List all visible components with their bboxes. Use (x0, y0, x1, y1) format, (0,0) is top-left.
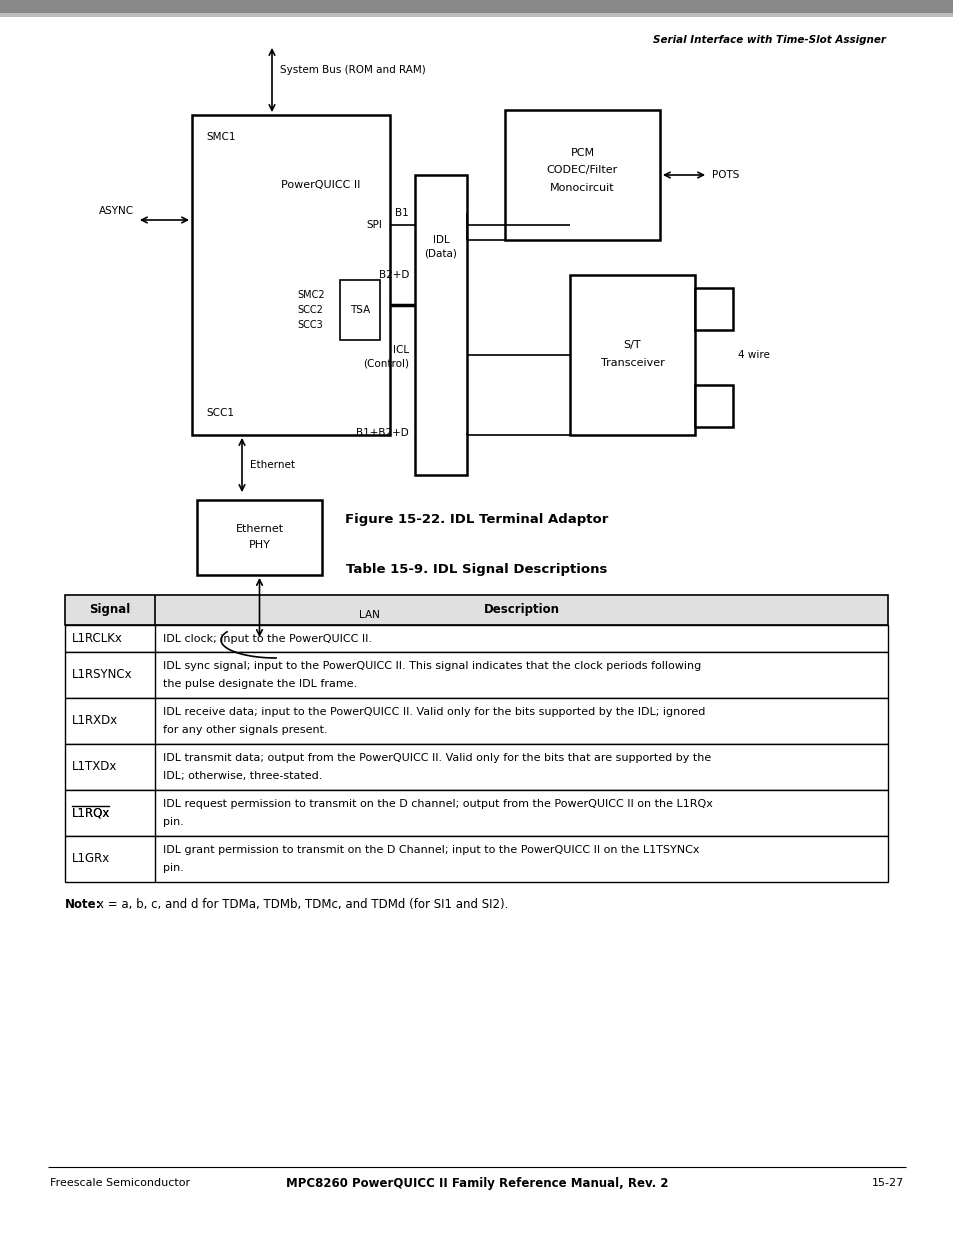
Text: S/T: S/T (623, 340, 640, 350)
Text: L1RSYNCx: L1RSYNCx (71, 668, 132, 682)
Text: LAN: LAN (359, 610, 380, 620)
Text: IDL request permission to transmit on the D channel; output from the PowerQUICC : IDL request permission to transmit on th… (163, 799, 712, 809)
Bar (65, 698, 887, 743)
Text: the pulse designate the IDL frame.: the pulse designate the IDL frame. (163, 679, 356, 689)
Text: PHY: PHY (249, 541, 270, 551)
Text: SMC1: SMC1 (206, 132, 235, 142)
Text: PowerQUICC II: PowerQUICC II (281, 180, 360, 190)
Bar (695, 385, 732, 427)
Text: SPI: SPI (366, 220, 381, 230)
Text: for any other signals present.: for any other signals present. (163, 725, 327, 735)
Bar (504, 110, 659, 240)
Text: IDL clock; input to the PowerQUICC II.: IDL clock; input to the PowerQUICC II. (163, 634, 372, 643)
Text: (Data): (Data) (424, 248, 456, 258)
Text: Signal: Signal (90, 604, 131, 616)
Text: SCC2: SCC2 (296, 305, 322, 315)
Text: IDL sync signal; input to the PowerQUICC II. This signal indicates that the cloc: IDL sync signal; input to the PowerQUICC… (163, 661, 700, 671)
Text: Table 15-9. IDL Signal Descriptions: Table 15-9. IDL Signal Descriptions (346, 563, 607, 577)
Text: Note:: Note: (65, 898, 101, 911)
Text: x = a, b, c, and d for TDMa, TDMb, TDMc, and TDMd (for SI1 and SI2).: x = a, b, c, and d for TDMa, TDMb, TDMc,… (97, 898, 508, 911)
Text: System Bus (ROM and RAM): System Bus (ROM and RAM) (280, 65, 425, 75)
Text: B1: B1 (395, 207, 409, 219)
Bar (196, 500, 322, 576)
Text: Figure 15-22. IDL Terminal Adaptor: Figure 15-22. IDL Terminal Adaptor (345, 514, 608, 526)
Text: 4 wire: 4 wire (738, 350, 769, 359)
Bar (65, 595, 887, 625)
Text: ICL: ICL (393, 345, 409, 354)
Text: Transceiver: Transceiver (600, 358, 663, 368)
Text: PCM: PCM (570, 148, 594, 158)
Text: pin.: pin. (163, 863, 184, 873)
Text: Ethernet: Ethernet (250, 459, 294, 471)
Text: IDL grant permission to transmit on the D Channel; input to the PowerQUICC II on: IDL grant permission to transmit on the … (163, 845, 699, 855)
Bar (569, 275, 695, 435)
Bar (65, 836, 887, 882)
Text: Serial Interface with Time-Slot Assigner: Serial Interface with Time-Slot Assigner (652, 35, 885, 44)
Text: L1RXDx: L1RXDx (71, 715, 118, 727)
Text: B1+B2+D: B1+B2+D (355, 429, 409, 438)
Text: IDL; otherwise, three-stated.: IDL; otherwise, three-stated. (163, 771, 322, 781)
Bar (0, 14, 953, 17)
Bar (65, 743, 887, 790)
Text: Monocircuit: Monocircuit (550, 183, 614, 193)
Text: Freescale Semiconductor: Freescale Semiconductor (50, 1178, 190, 1188)
Bar (65, 652, 887, 698)
Text: TSA: TSA (350, 305, 370, 315)
Text: POTS: POTS (711, 170, 739, 180)
Text: Description: Description (483, 604, 558, 616)
Text: L1RCLKx: L1RCLKx (71, 632, 123, 645)
Text: SMC2: SMC2 (296, 290, 324, 300)
Text: MPC8260 PowerQUICC II Family Reference Manual, Rev. 2: MPC8260 PowerQUICC II Family Reference M… (286, 1177, 667, 1189)
Text: (Control): (Control) (363, 359, 409, 369)
Text: IDL receive data; input to the PowerQUICC II. Valid only for the bits supported : IDL receive data; input to the PowerQUIC… (163, 706, 704, 718)
Text: CODEC/Filter: CODEC/Filter (546, 165, 618, 175)
Text: B2+D: B2+D (378, 270, 409, 280)
Text: SCC3: SCC3 (296, 320, 322, 330)
Text: SCC1: SCC1 (206, 408, 233, 417)
Bar (415, 175, 467, 475)
Text: L1GRx: L1GRx (71, 852, 111, 866)
Text: ASYNC: ASYNC (99, 206, 133, 216)
Bar (192, 115, 390, 435)
Bar (0, 0, 953, 14)
Text: 15-27: 15-27 (871, 1178, 903, 1188)
Text: Ethernet: Ethernet (235, 525, 283, 535)
Text: pin.: pin. (163, 818, 184, 827)
Bar (695, 288, 732, 330)
Bar (65, 625, 887, 652)
Text: L1RQx: L1RQx (71, 806, 111, 820)
Text: IDL transmit data; output from the PowerQUICC II. Valid only for the bits that a: IDL transmit data; output from the Power… (163, 753, 711, 763)
Text: IDL: IDL (432, 235, 449, 245)
Bar (65, 790, 887, 836)
Bar (339, 280, 379, 340)
Text: L1RQx: L1RQx (71, 806, 111, 820)
Text: L1TXDx: L1TXDx (71, 761, 117, 773)
